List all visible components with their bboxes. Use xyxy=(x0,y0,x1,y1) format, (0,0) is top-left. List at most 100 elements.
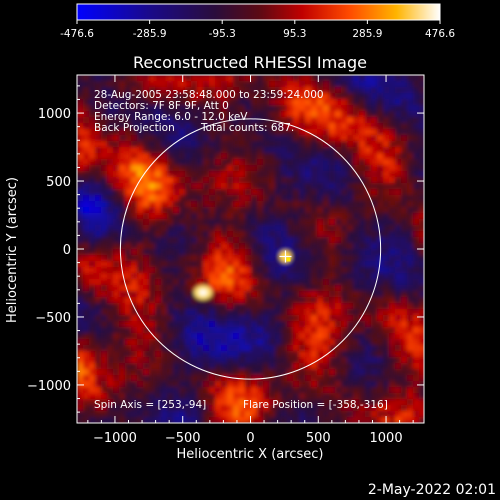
heatmap-cell xyxy=(125,345,132,352)
heatmap-cell xyxy=(191,129,198,136)
heatmap-cell xyxy=(251,339,258,346)
chart-title: Reconstructed RHESSI Image xyxy=(133,53,367,72)
heatmap-cell xyxy=(311,177,318,184)
heatmap-cell xyxy=(119,195,126,202)
heatmap-cell xyxy=(281,351,288,358)
heatmap-cell xyxy=(329,183,336,190)
heatmap-cell xyxy=(269,387,276,394)
heatmap-cell xyxy=(227,81,234,88)
heatmap-cell xyxy=(143,261,150,268)
heatmap-cell xyxy=(377,183,384,190)
heatmap-cell xyxy=(131,309,138,316)
heatmap-cell xyxy=(299,165,306,172)
heatmap-cell xyxy=(263,411,270,418)
heatmap-cell xyxy=(269,135,276,142)
heatmap-cell xyxy=(281,135,288,142)
heatmap-cell xyxy=(233,183,240,190)
heatmap-cell xyxy=(263,207,270,214)
heatmap-cell xyxy=(155,345,162,352)
heatmap-cell xyxy=(353,189,360,196)
heatmap-cell xyxy=(185,87,192,94)
heatmap-cell xyxy=(323,141,330,148)
heatmap-cell xyxy=(167,219,174,226)
heatmap-cell xyxy=(191,279,198,286)
heatmap-cell xyxy=(341,213,348,220)
heatmap-cell xyxy=(221,369,228,376)
heatmap-cell xyxy=(359,177,366,184)
heatmap-cell xyxy=(143,153,150,160)
heatmap-cell xyxy=(395,141,402,148)
heatmap-cell xyxy=(299,357,306,364)
heatmap-cell xyxy=(257,123,264,130)
heatmap-cell xyxy=(221,249,228,256)
heatmap-cell xyxy=(185,261,192,268)
heatmap-cell xyxy=(263,279,270,286)
heatmap-cell xyxy=(113,393,120,400)
heatmap-cell xyxy=(269,123,276,130)
heatmap-cell xyxy=(143,135,150,142)
heatmap-cell xyxy=(269,105,276,112)
heatmap-cell xyxy=(167,327,174,334)
heatmap-cell xyxy=(143,219,150,226)
heatmap-cell xyxy=(89,183,96,190)
heatmap-cell xyxy=(185,363,192,370)
heatmap-cell xyxy=(419,141,424,148)
heatmap-cell xyxy=(179,237,186,244)
heatmap-cell xyxy=(413,99,420,106)
heatmap-cell xyxy=(173,375,180,382)
heatmap-cell xyxy=(389,243,396,250)
heatmap-cell xyxy=(311,315,318,322)
heatmap-cell xyxy=(197,381,204,388)
heatmap-cell xyxy=(317,201,324,208)
heatmap-cell xyxy=(257,171,264,178)
heatmap-cell xyxy=(335,237,342,244)
heatmap-cell xyxy=(107,195,114,202)
heatmap-cell xyxy=(371,81,378,88)
heatmap-cell xyxy=(137,345,144,352)
heatmap-cell xyxy=(293,153,300,160)
heatmap-cell xyxy=(371,165,378,172)
heatmap-cell xyxy=(113,255,120,262)
heatmap-cell xyxy=(191,339,198,346)
heatmap-cell xyxy=(401,231,408,238)
heatmap-cell xyxy=(173,213,180,220)
heatmap-cell xyxy=(227,219,234,226)
heatmap-cell xyxy=(287,195,294,202)
heatmap-cell xyxy=(233,81,240,88)
heatmap-cell xyxy=(323,333,330,340)
heatmap-cell xyxy=(233,291,240,298)
heatmap-cell xyxy=(251,177,258,184)
heatmap-cell xyxy=(137,393,144,400)
heatmap-cell xyxy=(311,135,318,142)
heatmap-cell xyxy=(257,273,264,280)
heatmap-cell xyxy=(101,159,108,166)
heatmap-cell xyxy=(305,405,312,412)
heatmap-cell xyxy=(353,381,360,388)
heatmap-cell xyxy=(185,237,192,244)
heatmap-cell xyxy=(329,153,336,160)
heatmap-cell xyxy=(167,315,174,322)
heatmap-cell xyxy=(119,315,126,322)
heatmap-cell xyxy=(317,405,324,412)
heatmap-cell xyxy=(383,189,390,196)
heatmap-cell xyxy=(161,357,168,364)
heatmap-cell xyxy=(413,111,420,118)
heatmap-cell xyxy=(161,417,168,423)
heatmap-cell xyxy=(119,339,126,346)
heatmap-cell xyxy=(227,147,234,154)
heatmap-cell xyxy=(227,393,234,400)
heatmap-cell xyxy=(335,105,342,112)
heatmap-cell xyxy=(227,321,234,328)
heatmap-cell xyxy=(407,387,414,394)
heatmap-cell xyxy=(347,213,354,220)
heatmap-cell xyxy=(227,363,234,370)
heatmap-cell xyxy=(377,333,384,340)
heatmap-cell xyxy=(203,399,210,406)
heatmap-cell xyxy=(101,309,108,316)
heatmap-cell xyxy=(149,351,156,358)
heatmap-cell xyxy=(365,297,372,304)
heatmap-cell xyxy=(275,75,282,82)
heatmap-cell xyxy=(119,153,126,160)
heatmap-cell xyxy=(101,375,108,382)
heatmap-cell xyxy=(329,375,336,382)
